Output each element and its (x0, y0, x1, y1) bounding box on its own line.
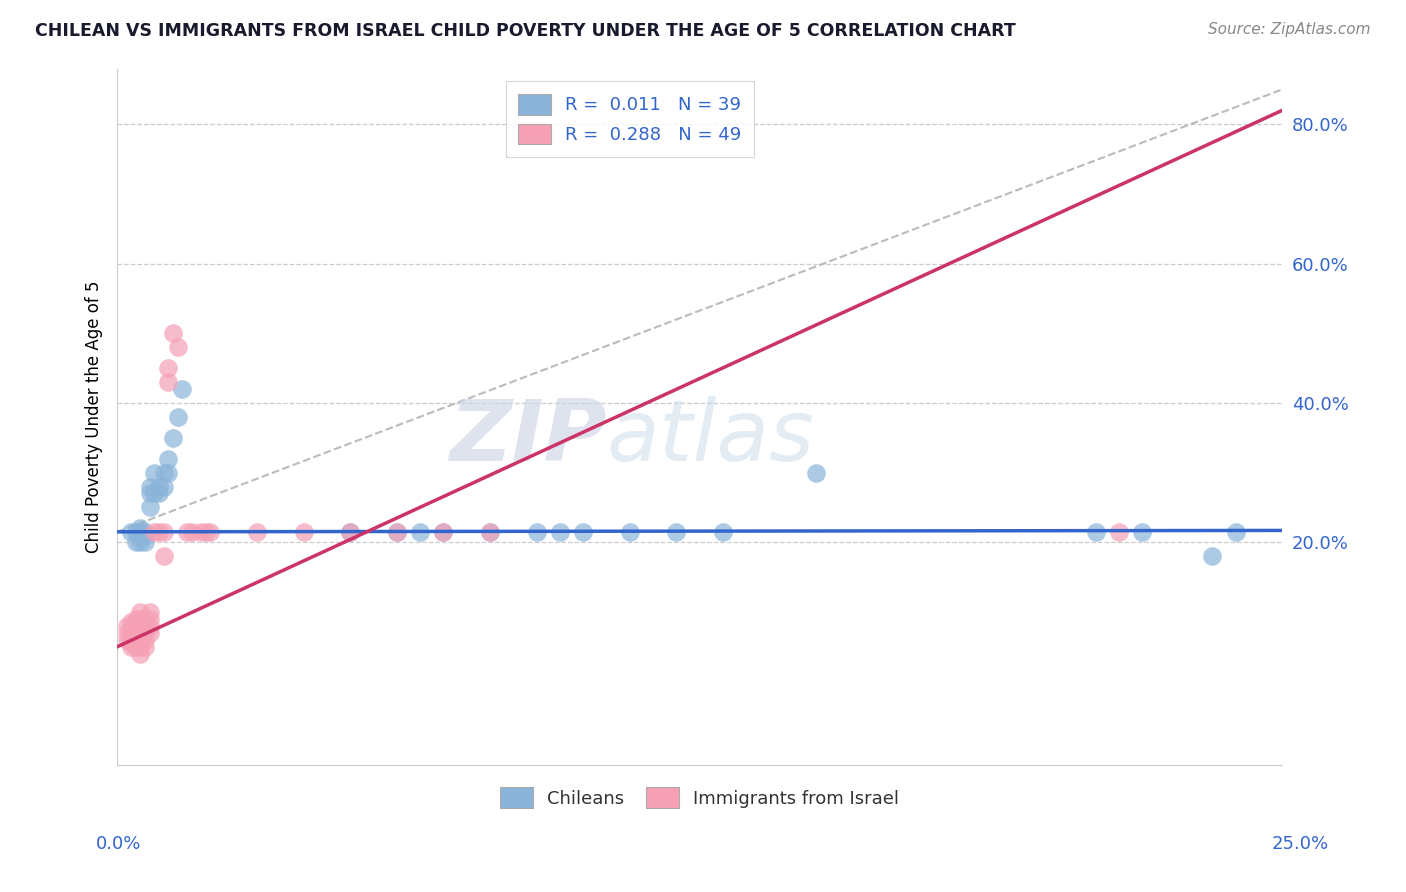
Legend: Chileans, Immigrants from Israel: Chileans, Immigrants from Israel (494, 780, 907, 815)
Point (432, 524, 454, 539)
Point (115, 632, 138, 647)
Point (134, 528, 156, 542)
Point (125, 524, 148, 539)
Point (152, 466, 174, 480)
Point (152, 524, 174, 539)
Point (479, 524, 502, 539)
Point (157, 375, 180, 389)
Point (806, 466, 828, 480)
Point (120, 636, 142, 650)
Point (143, 486, 166, 500)
Point (176, 524, 198, 539)
Point (711, 524, 734, 539)
Point (134, 524, 156, 539)
Point (129, 612, 152, 626)
Point (1201, 549, 1223, 564)
Point (479, 524, 502, 539)
Point (134, 640, 156, 654)
Point (129, 640, 152, 654)
Point (139, 605, 162, 619)
Point (148, 486, 170, 500)
Text: atlas: atlas (606, 396, 814, 479)
Point (180, 524, 202, 539)
Point (125, 632, 148, 647)
Point (162, 431, 184, 445)
Point (572, 524, 595, 539)
Point (134, 625, 156, 640)
Point (134, 619, 156, 633)
Point (162, 326, 184, 341)
Point (292, 524, 315, 539)
Point (129, 625, 152, 640)
Point (172, 382, 194, 396)
Point (129, 535, 152, 549)
Point (125, 640, 148, 654)
Point (157, 451, 180, 466)
Point (385, 524, 408, 539)
Point (139, 619, 162, 633)
Point (1132, 524, 1154, 539)
Point (143, 466, 166, 480)
Point (125, 619, 148, 633)
Point (1225, 524, 1247, 539)
Point (157, 466, 180, 480)
Point (120, 629, 142, 643)
Point (148, 479, 170, 493)
Point (129, 524, 152, 539)
Text: CHILEAN VS IMMIGRANTS FROM ISRAEL CHILD POVERTY UNDER THE AGE OF 5 CORRELATION C: CHILEAN VS IMMIGRANTS FROM ISRAEL CHILD … (35, 22, 1017, 40)
Point (152, 479, 174, 493)
Point (432, 524, 454, 539)
Point (409, 524, 432, 539)
Point (339, 524, 361, 539)
Point (166, 409, 188, 424)
Point (129, 632, 152, 647)
Point (385, 524, 408, 539)
Point (339, 524, 361, 539)
Point (194, 524, 217, 539)
Point (129, 521, 152, 535)
Text: ZIP: ZIP (449, 396, 606, 479)
Point (120, 640, 142, 654)
Point (200, 524, 222, 539)
Point (134, 632, 156, 647)
Point (129, 619, 152, 633)
Point (129, 605, 152, 619)
Point (619, 524, 641, 539)
Text: 25.0%: 25.0% (1271, 835, 1329, 853)
Point (190, 524, 212, 539)
Point (148, 524, 170, 539)
Point (526, 524, 548, 539)
Point (134, 535, 156, 549)
Point (139, 500, 162, 515)
Point (134, 612, 156, 626)
Point (166, 340, 188, 354)
Point (120, 623, 142, 637)
Point (139, 486, 162, 500)
Point (548, 524, 571, 539)
Point (246, 524, 269, 539)
Point (139, 612, 162, 626)
Point (1108, 524, 1130, 539)
Point (125, 612, 148, 626)
Text: Source: ZipAtlas.com: Source: ZipAtlas.com (1208, 22, 1371, 37)
Y-axis label: Child Poverty Under the Age of 5: Child Poverty Under the Age of 5 (86, 281, 103, 553)
Text: 0.0%: 0.0% (96, 835, 141, 853)
Point (665, 524, 688, 539)
Point (1084, 524, 1107, 539)
Point (129, 647, 152, 661)
Point (139, 625, 162, 640)
Point (139, 479, 162, 493)
Point (152, 549, 174, 564)
Point (120, 615, 142, 630)
Point (120, 524, 142, 539)
Point (157, 361, 180, 376)
Point (115, 619, 138, 633)
Point (125, 535, 148, 549)
Point (143, 524, 166, 539)
Point (115, 625, 138, 640)
Point (125, 625, 148, 640)
